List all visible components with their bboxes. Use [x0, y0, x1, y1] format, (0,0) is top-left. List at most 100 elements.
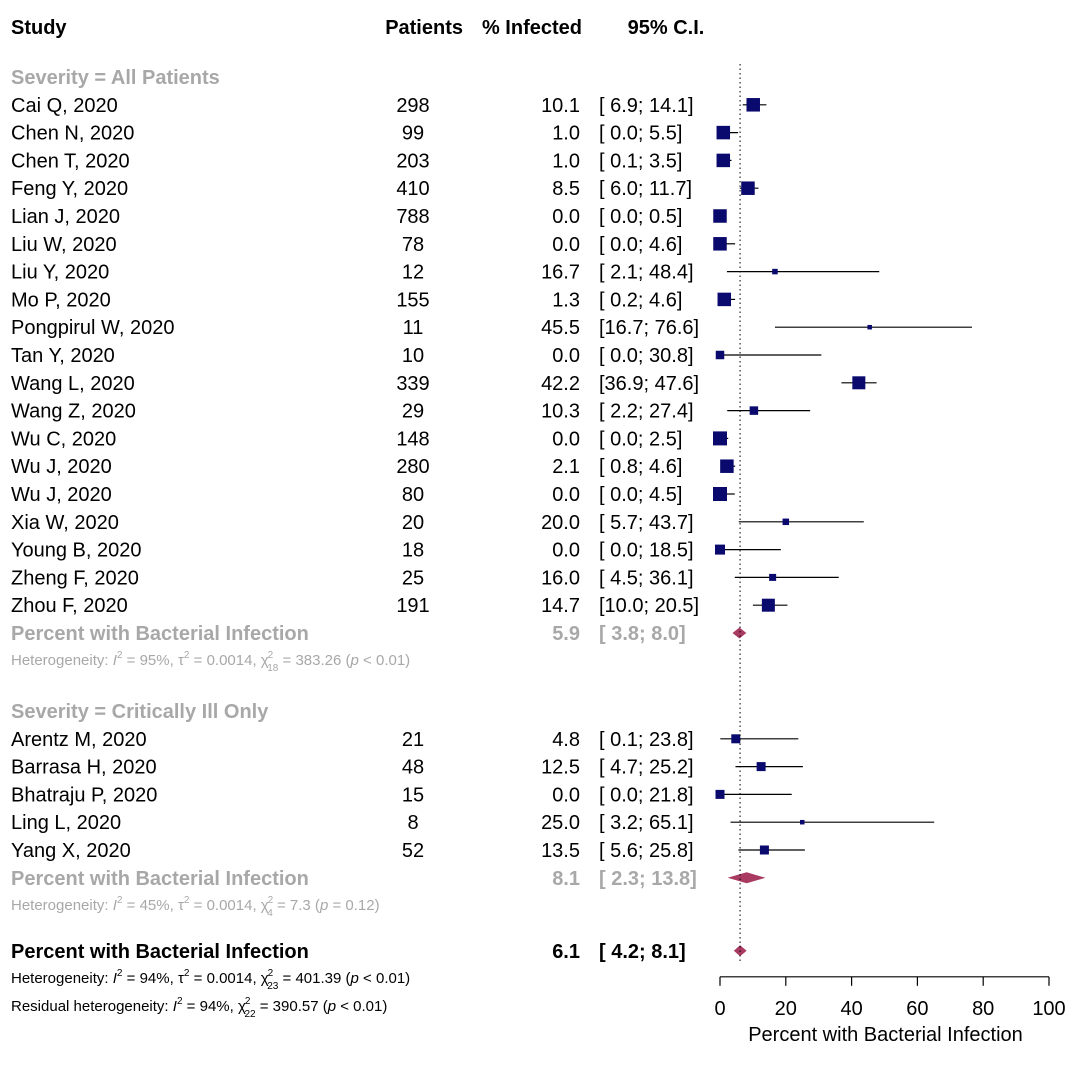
- overall-summary-percent: 6.1: [552, 941, 580, 963]
- subgroup-summary-label: Percent with Bacterial Infection: [11, 868, 309, 890]
- study-name: Mo P, 2020: [11, 289, 111, 311]
- header-study: Study: [11, 17, 67, 39]
- study-patients: 99: [402, 123, 424, 145]
- study-patients: 788: [396, 206, 429, 228]
- study-percent: 10.3: [541, 401, 580, 423]
- study-ci: [ 0.0; 0.5]: [599, 206, 682, 228]
- study-ci: [10.0; 20.5]: [599, 595, 699, 617]
- study-ci: [36.9; 47.6]: [599, 373, 699, 395]
- study-name: Wang Z, 2020: [11, 401, 136, 423]
- study-ci: [ 3.2; 65.1]: [599, 812, 694, 834]
- subgroup-summary-diamond: [727, 872, 766, 884]
- x-tick-label: 80: [972, 998, 994, 1020]
- study-ci: [ 5.6; 25.8]: [599, 840, 694, 862]
- study-percent: 16.7: [541, 262, 580, 284]
- study-percent: 10.1: [541, 95, 580, 117]
- study-patients: 29: [402, 401, 424, 423]
- subgroup-summary-ci: [ 3.8; 8.0]: [599, 623, 686, 645]
- study-point: [741, 181, 755, 195]
- study-name: Wu J, 2020: [11, 456, 112, 478]
- study-patients: 11: [403, 317, 424, 339]
- study-patients: 191: [396, 595, 429, 617]
- study-name: Yang X, 2020: [11, 840, 131, 862]
- study-point: [716, 125, 731, 140]
- study-point: [713, 209, 727, 223]
- study-patients: 155: [396, 289, 429, 311]
- study-patients: 203: [396, 150, 429, 172]
- study-ci: [ 0.0; 21.8]: [599, 784, 694, 806]
- study-patients: 78: [402, 234, 424, 256]
- study-name: Chen T, 2020: [11, 150, 130, 172]
- study-patients: 52: [402, 840, 424, 862]
- x-axis-label: Percent with Bacterial Infection: [748, 1024, 1023, 1046]
- subgroup-summary-ci: [ 2.3; 13.8]: [599, 868, 697, 890]
- plot-marks: [713, 64, 973, 964]
- subgroup-label: Severity = Critically Ill Only: [11, 701, 269, 723]
- study-ci: [ 0.0; 30.8]: [599, 345, 694, 367]
- x-tick-label: 60: [906, 998, 928, 1020]
- study-name: Cai Q, 2020: [11, 95, 118, 117]
- study-percent: 20.0: [541, 512, 580, 534]
- overall-heterogeneity: Heterogeneity: I2 = 94%, τ2 = 0.0014, χ2…: [11, 968, 410, 992]
- study-point: [731, 734, 741, 744]
- study-name: Pongpirul W, 2020: [11, 317, 174, 339]
- study-ci: [ 6.9; 14.1]: [599, 95, 694, 117]
- study-percent: 0.0: [552, 540, 580, 562]
- study-point: [713, 487, 727, 501]
- study-name: Liu W, 2020: [11, 234, 117, 256]
- study-patients: 10: [402, 345, 424, 367]
- study-name: Barrasa H, 2020: [11, 757, 157, 779]
- study-name: Ling L, 2020: [11, 812, 121, 834]
- study-name: Wang L, 2020: [11, 373, 135, 395]
- study-name: Chen N, 2020: [11, 123, 134, 145]
- header-confidence-interval: 95% C.I.: [628, 17, 705, 39]
- study-patients: 12: [402, 262, 424, 284]
- study-percent: 0.0: [552, 345, 580, 367]
- study-name: Tan Y, 2020: [11, 345, 115, 367]
- study-name: Zheng F, 2020: [11, 567, 139, 589]
- x-tick-label: 20: [775, 998, 797, 1020]
- study-patients: 339: [396, 373, 429, 395]
- study-point: [716, 153, 731, 168]
- study-name: Zhou F, 2020: [11, 595, 128, 617]
- study-percent: 0.0: [552, 234, 580, 256]
- study-point: [746, 98, 760, 112]
- subgroup-heterogeneity: Heterogeneity: I2 = 95%, τ2 = 0.0014, χ2…: [11, 650, 410, 674]
- x-tick-label: 40: [840, 998, 862, 1020]
- study-percent: 0.0: [552, 784, 580, 806]
- study-name: Wu C, 2020: [11, 428, 116, 450]
- study-patients: 21: [402, 729, 424, 751]
- study-point: [717, 292, 732, 307]
- study-percent: 0.0: [552, 428, 580, 450]
- study-ci: [ 6.0; 11.7]: [599, 178, 692, 200]
- study-patients: 80: [402, 484, 424, 506]
- study-patients: 280: [396, 456, 429, 478]
- study-name: Liu Y, 2020: [11, 262, 109, 284]
- study-point: [761, 598, 775, 612]
- study-ci: [ 0.1; 23.8]: [599, 729, 694, 751]
- study-ci: [ 4.5; 36.1]: [599, 567, 694, 589]
- study-point: [800, 819, 805, 825]
- study-percent: 13.5: [541, 840, 580, 862]
- study-ci: [ 2.2; 27.4]: [599, 401, 694, 423]
- study-name: Lian J, 2020: [11, 206, 120, 228]
- header-percent-infected: % Infected: [482, 17, 582, 39]
- study-patients: 25: [402, 567, 424, 589]
- header-patients: Patients: [385, 17, 463, 39]
- study-percent: 25.0: [541, 812, 580, 834]
- study-percent: 45.5: [541, 317, 580, 339]
- study-patients: 410: [396, 178, 429, 200]
- study-ci: [ 0.0; 4.5]: [599, 484, 682, 506]
- study-name: Bhatraju P, 2020: [11, 784, 157, 806]
- study-point: [782, 518, 790, 526]
- study-name: Wu J, 2020: [11, 484, 112, 506]
- study-ci: [ 4.7; 25.2]: [599, 757, 694, 779]
- study-percent: 1.3: [552, 289, 580, 311]
- study-percent: 1.0: [552, 123, 580, 145]
- study-point: [715, 544, 725, 555]
- subgroup-label: Severity = All Patients: [11, 67, 220, 89]
- x-tick-label: 0: [714, 998, 725, 1020]
- study-ci: [ 2.1; 48.4]: [599, 262, 694, 284]
